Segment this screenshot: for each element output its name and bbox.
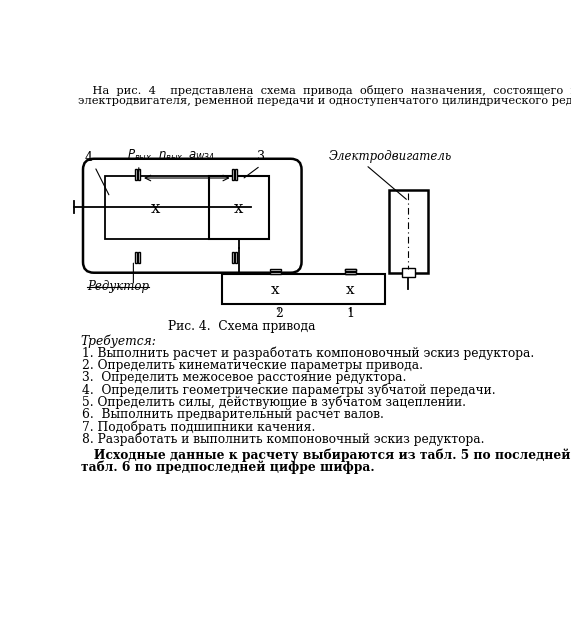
Text: 2. Определить кинематические параметры привода.: 2. Определить кинематические параметры п… xyxy=(82,359,423,372)
Bar xyxy=(345,269,356,271)
Text: 3: 3 xyxy=(258,149,266,163)
Text: $a_{W34}$: $a_{W34}$ xyxy=(188,149,215,163)
Text: табл. 6 по предпоследней цифре шифра.: табл. 6 по предпоследней цифре шифра. xyxy=(81,461,375,474)
Bar xyxy=(345,272,356,274)
Text: Электродвигатель: Электродвигатель xyxy=(329,149,452,163)
Bar xyxy=(270,272,280,274)
Bar xyxy=(232,252,234,263)
Text: Рис. 4.  Схема привода: Рис. 4. Схема привода xyxy=(168,321,316,333)
Bar xyxy=(135,252,137,263)
Text: 4.  Определить геометрические параметры зубчатой передачи.: 4. Определить геометрические параметры з… xyxy=(82,384,496,397)
Bar xyxy=(232,169,234,180)
Bar xyxy=(345,269,356,271)
FancyBboxPatch shape xyxy=(83,159,301,273)
Bar xyxy=(389,190,428,273)
Bar xyxy=(345,272,356,274)
Text: 1: 1 xyxy=(347,307,355,319)
Text: 6.  Выполнить предварительный расчет валов.: 6. Выполнить предварительный расчет вало… xyxy=(82,408,384,421)
Text: x: x xyxy=(234,200,243,217)
Text: 8. Разработать и выполнить компоновочный эскиз редуктора.: 8. Разработать и выполнить компоновочный… xyxy=(82,433,485,447)
Bar xyxy=(235,169,237,180)
Text: x: x xyxy=(151,200,160,217)
Text: 7. Подобрать подшипники качения.: 7. Подобрать подшипники качения. xyxy=(82,421,316,434)
Text: 1. Выполнить расчет и разработать компоновочный эскиз редуктора.: 1. Выполнить расчет и разработать компон… xyxy=(82,346,534,360)
Bar xyxy=(138,252,140,263)
Bar xyxy=(135,169,137,180)
Text: $P_{вых}$: $P_{вых}$ xyxy=(127,147,152,163)
Bar xyxy=(138,169,140,180)
Text: Требуется:: Требуется: xyxy=(81,335,156,348)
Bar xyxy=(403,268,415,277)
Text: 5. Определить силы, действующие в зубчатом зацеплении.: 5. Определить силы, действующие в зубчат… xyxy=(82,396,467,410)
Text: 2: 2 xyxy=(275,307,283,319)
Text: Редуктор: Редуктор xyxy=(87,280,149,293)
Bar xyxy=(235,252,237,263)
Text: x: x xyxy=(271,284,280,297)
Bar xyxy=(106,176,251,239)
Text: x: x xyxy=(346,284,355,297)
Bar xyxy=(270,269,280,271)
Text: 3.  Определить межосевое расстояние редуктора.: 3. Определить межосевое расстояние редук… xyxy=(82,371,407,384)
Text: Исходные данные к расчету выбираются из табл. 5 по последней цифре шифра и из: Исходные данные к расчету выбираются из … xyxy=(81,449,571,462)
Text: $n_{вых}$: $n_{вых}$ xyxy=(158,149,183,163)
Bar xyxy=(208,176,269,239)
Text: На  рис.  4    представлена  схема  привода  общего  назначения,  состоящего  из: На рис. 4 представлена схема привода общ… xyxy=(78,85,571,96)
Text: 4: 4 xyxy=(85,151,93,164)
Text: электродвигателя, ременной передачи и одноступенчатого цилиндрического редуктора: электродвигателя, ременной передачи и од… xyxy=(78,96,571,106)
Bar xyxy=(223,274,385,304)
